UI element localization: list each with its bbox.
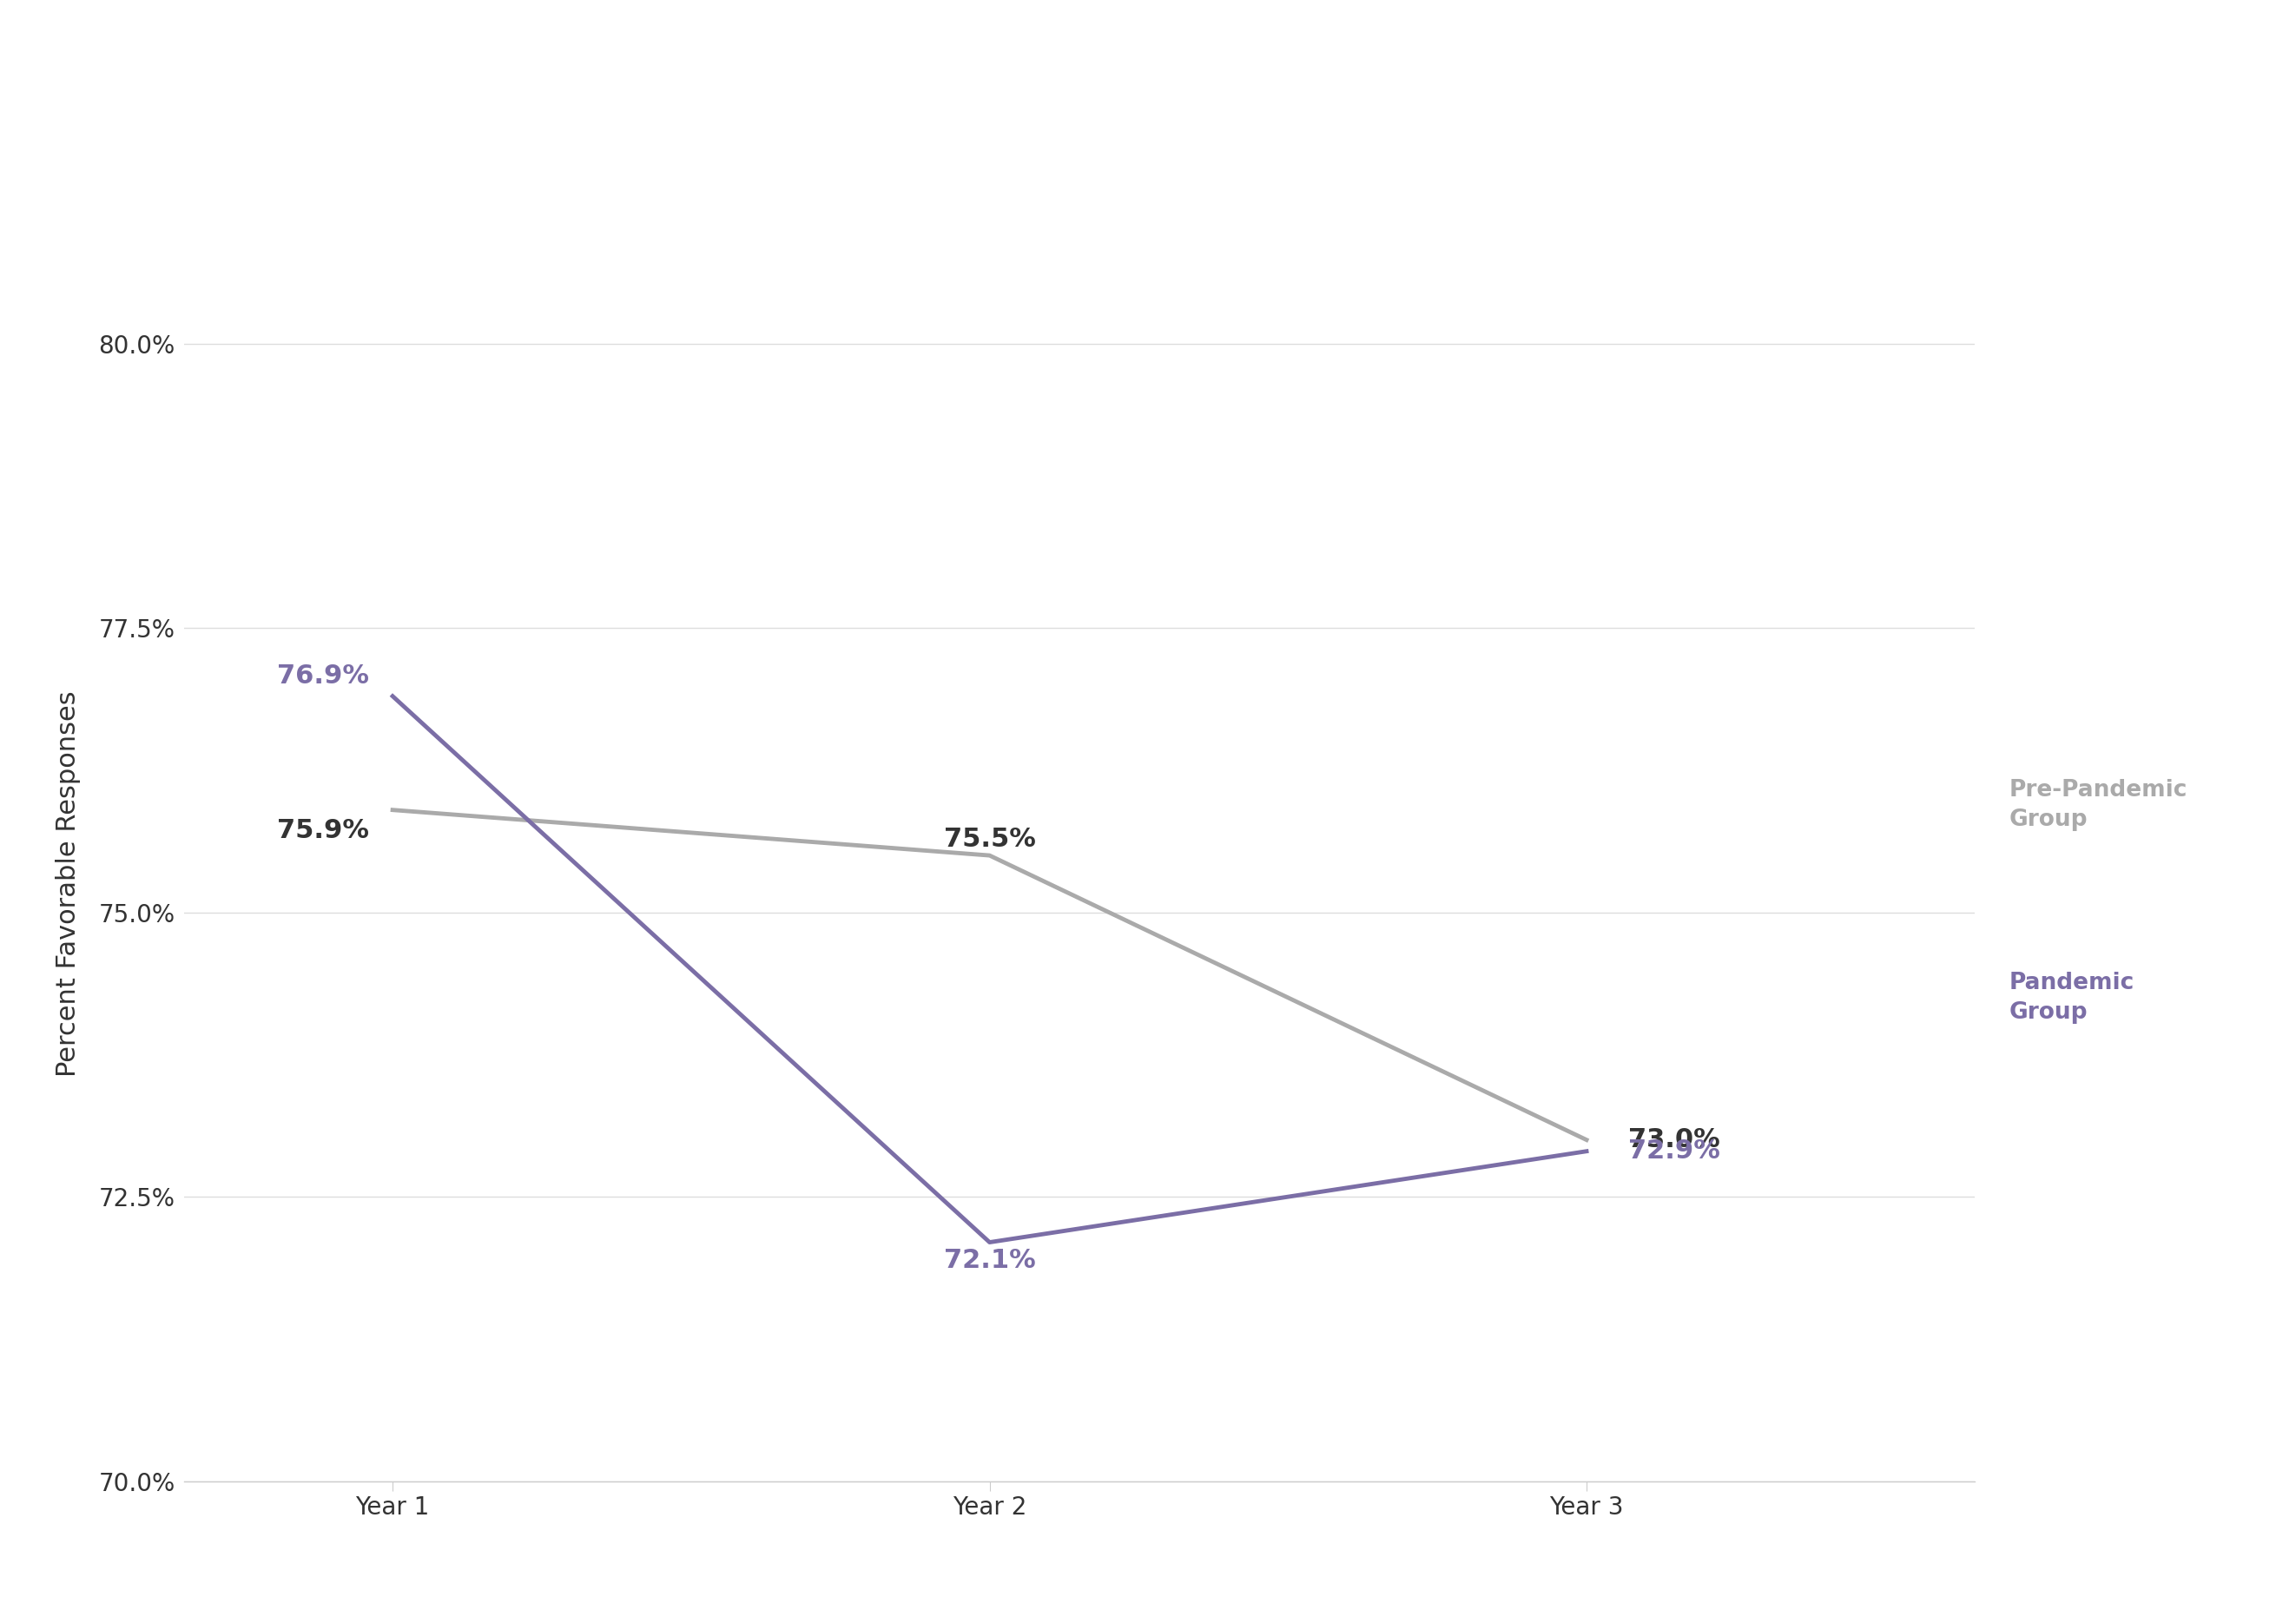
Text: During the last 30 days, when you were working
independently, how often did you : During the last 30 days, when you were w… <box>46 35 967 155</box>
Text: Pre-Pandemic
Group: Pre-Pandemic Group <box>2009 779 2188 831</box>
Text: EDUCATION: EDUCATION <box>2082 164 2158 177</box>
Y-axis label: Percent Favorable Responses: Percent Favorable Responses <box>55 691 80 1077</box>
Text: 75.5%: 75.5% <box>944 828 1035 852</box>
Text: 76.9%: 76.9% <box>278 663 370 689</box>
Text: Pandemic
Group: Pandemic Group <box>2009 972 2135 1024</box>
Text: 75.9%: 75.9% <box>278 818 370 844</box>
Text: 72.1%: 72.1% <box>944 1248 1035 1274</box>
Text: 73.0%: 73.0% <box>1628 1127 1720 1153</box>
Text: 72.9%: 72.9% <box>1628 1138 1720 1164</box>
Text: PANORAMA: PANORAMA <box>2066 134 2174 151</box>
